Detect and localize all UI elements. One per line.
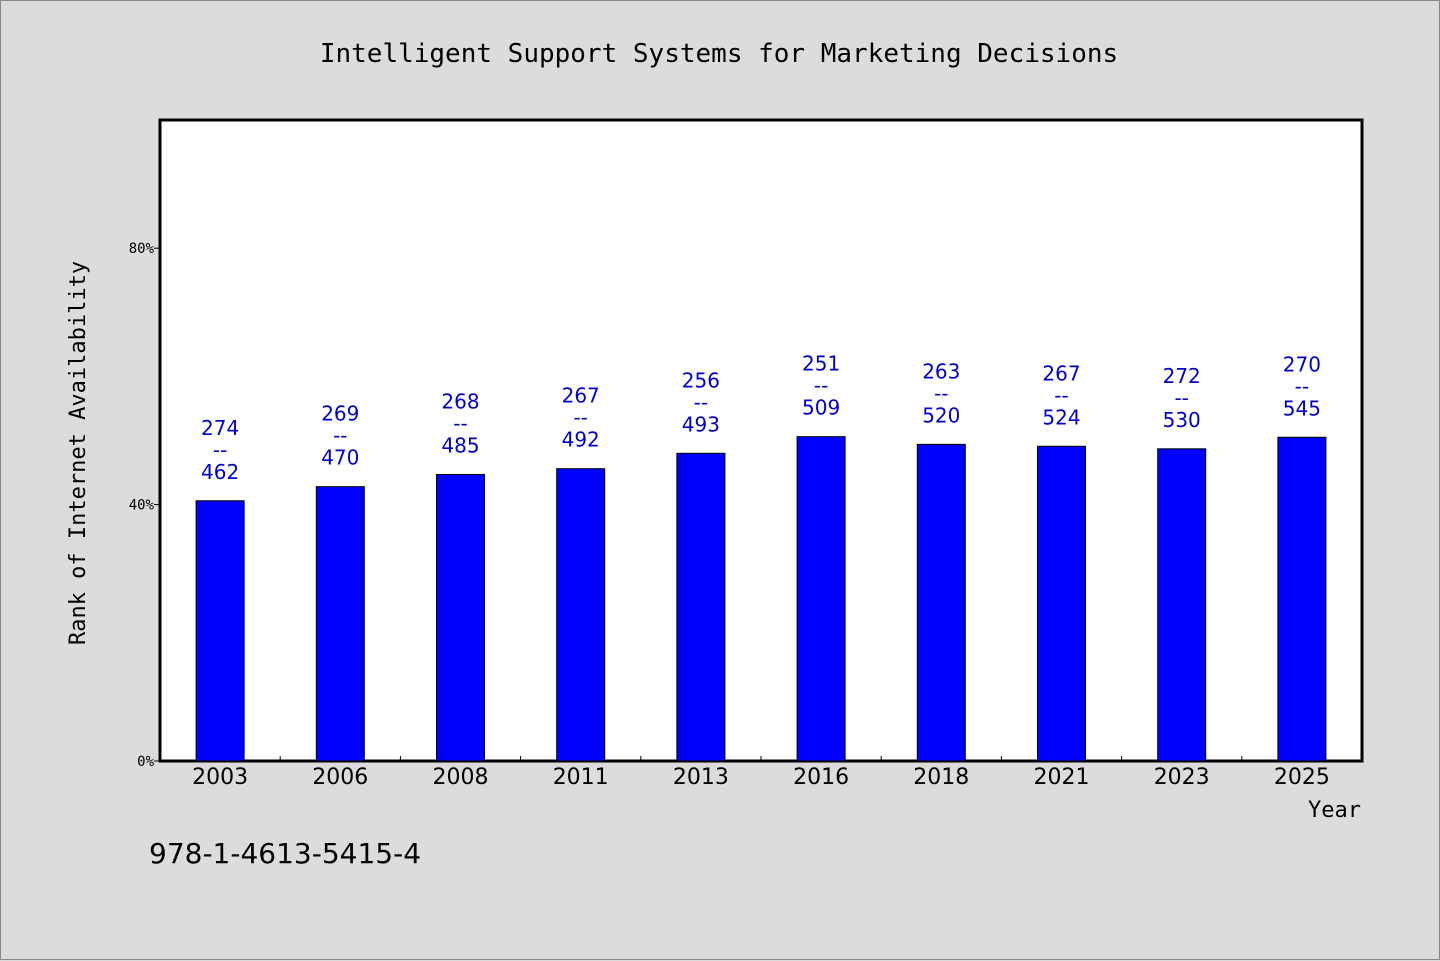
data-label-2021-line-1: 267 — [1042, 361, 1080, 385]
x-tick-label-2008: 2008 — [433, 765, 489, 790]
data-label-2025-line-3: 545 — [1283, 396, 1321, 420]
y-tick-label-40: 40% — [129, 498, 155, 514]
bar-2008 — [436, 473, 485, 762]
data-label-2008-line-3: 485 — [441, 433, 479, 457]
data-label-2013-line-1: 256 — [682, 368, 720, 392]
bar-2023 — [1157, 448, 1207, 762]
bars-group — [195, 436, 1327, 762]
data-label-2025-line-2: -- — [1295, 374, 1309, 398]
footer-isbn: 978-1-4613-5415-4 — [149, 837, 421, 870]
bar-2011 — [556, 468, 606, 762]
bar-2006 — [315, 486, 365, 762]
bar-2003 — [195, 500, 245, 762]
data-label-2011-line-3: 492 — [562, 428, 600, 452]
data-label-2006-line-1: 269 — [321, 402, 359, 426]
x-axis: 2003 2006 2008 2011 2013 2016 2018 2021 2023 2025 — [192, 756, 1330, 790]
x-tick-label-2021: 2021 — [1034, 765, 1090, 790]
x-tick-label-2025: 2025 — [1274, 765, 1330, 790]
x-tick-label-2018: 2018 — [913, 765, 969, 790]
data-label-2011-line-2: -- — [573, 406, 587, 430]
x-tick-label-2013: 2013 — [673, 765, 729, 790]
data-label-2018-line-1: 263 — [922, 359, 960, 383]
data-label-2018-line-2: -- — [934, 381, 948, 405]
x-tick-label-2011: 2011 — [553, 765, 609, 790]
chart-title: Intelligent Support Systems for Marketin… — [320, 39, 1118, 69]
bar-2016 — [796, 436, 846, 762]
bar-2013 — [676, 452, 726, 762]
y-tick-label-0: 0% — [137, 754, 154, 770]
data-label-2013-line-2: -- — [694, 390, 708, 414]
x-tick-label-2016: 2016 — [793, 765, 849, 790]
y-axis: 0% 40% 80% — [129, 241, 160, 770]
data-label-2021-line-3: 524 — [1042, 405, 1080, 429]
x-tick-label-2003: 2003 — [192, 765, 248, 790]
data-label-2013-line-3: 493 — [682, 412, 720, 436]
data-label-2025-line-1: 270 — [1283, 352, 1321, 376]
data-label-2006-line-2: -- — [333, 424, 347, 448]
data-label-2003-line-3: 462 — [201, 460, 239, 484]
data-label-2016-line-2: -- — [814, 374, 828, 398]
bar-2018 — [916, 443, 966, 762]
data-label-2003-line-1: 274 — [201, 416, 239, 440]
data-label-2008-line-2: -- — [453, 411, 467, 435]
y-axis-label: Rank of Internet Availability — [66, 261, 91, 645]
bar-2025 — [1277, 436, 1327, 762]
data-label-2008-line-1: 268 — [441, 389, 479, 413]
x-tick-label-2006: 2006 — [312, 765, 368, 790]
y-tick-label-80: 80% — [129, 241, 155, 257]
data-label-2016-line-1: 251 — [802, 352, 840, 376]
x-tick-label-2023: 2023 — [1154, 765, 1210, 790]
x-axis-label: Year — [1308, 798, 1361, 823]
data-label-2023-line-1: 272 — [1163, 364, 1201, 388]
data-label-2006-line-3: 470 — [321, 446, 359, 470]
data-label-2018-line-3: 520 — [922, 403, 960, 427]
data-label-2021-line-2: -- — [1054, 383, 1068, 407]
data-label-2023-line-2: -- — [1174, 386, 1188, 410]
data-label-2016-line-3: 509 — [802, 396, 840, 420]
data-label-2023-line-3: 530 — [1163, 408, 1201, 432]
data-labels-group: 274--462269--470268--485267--492256--493… — [201, 352, 1321, 484]
bar-2021 — [1037, 445, 1086, 762]
data-label-2003-line-2: -- — [213, 438, 227, 462]
data-label-2011-line-1: 267 — [562, 384, 600, 408]
